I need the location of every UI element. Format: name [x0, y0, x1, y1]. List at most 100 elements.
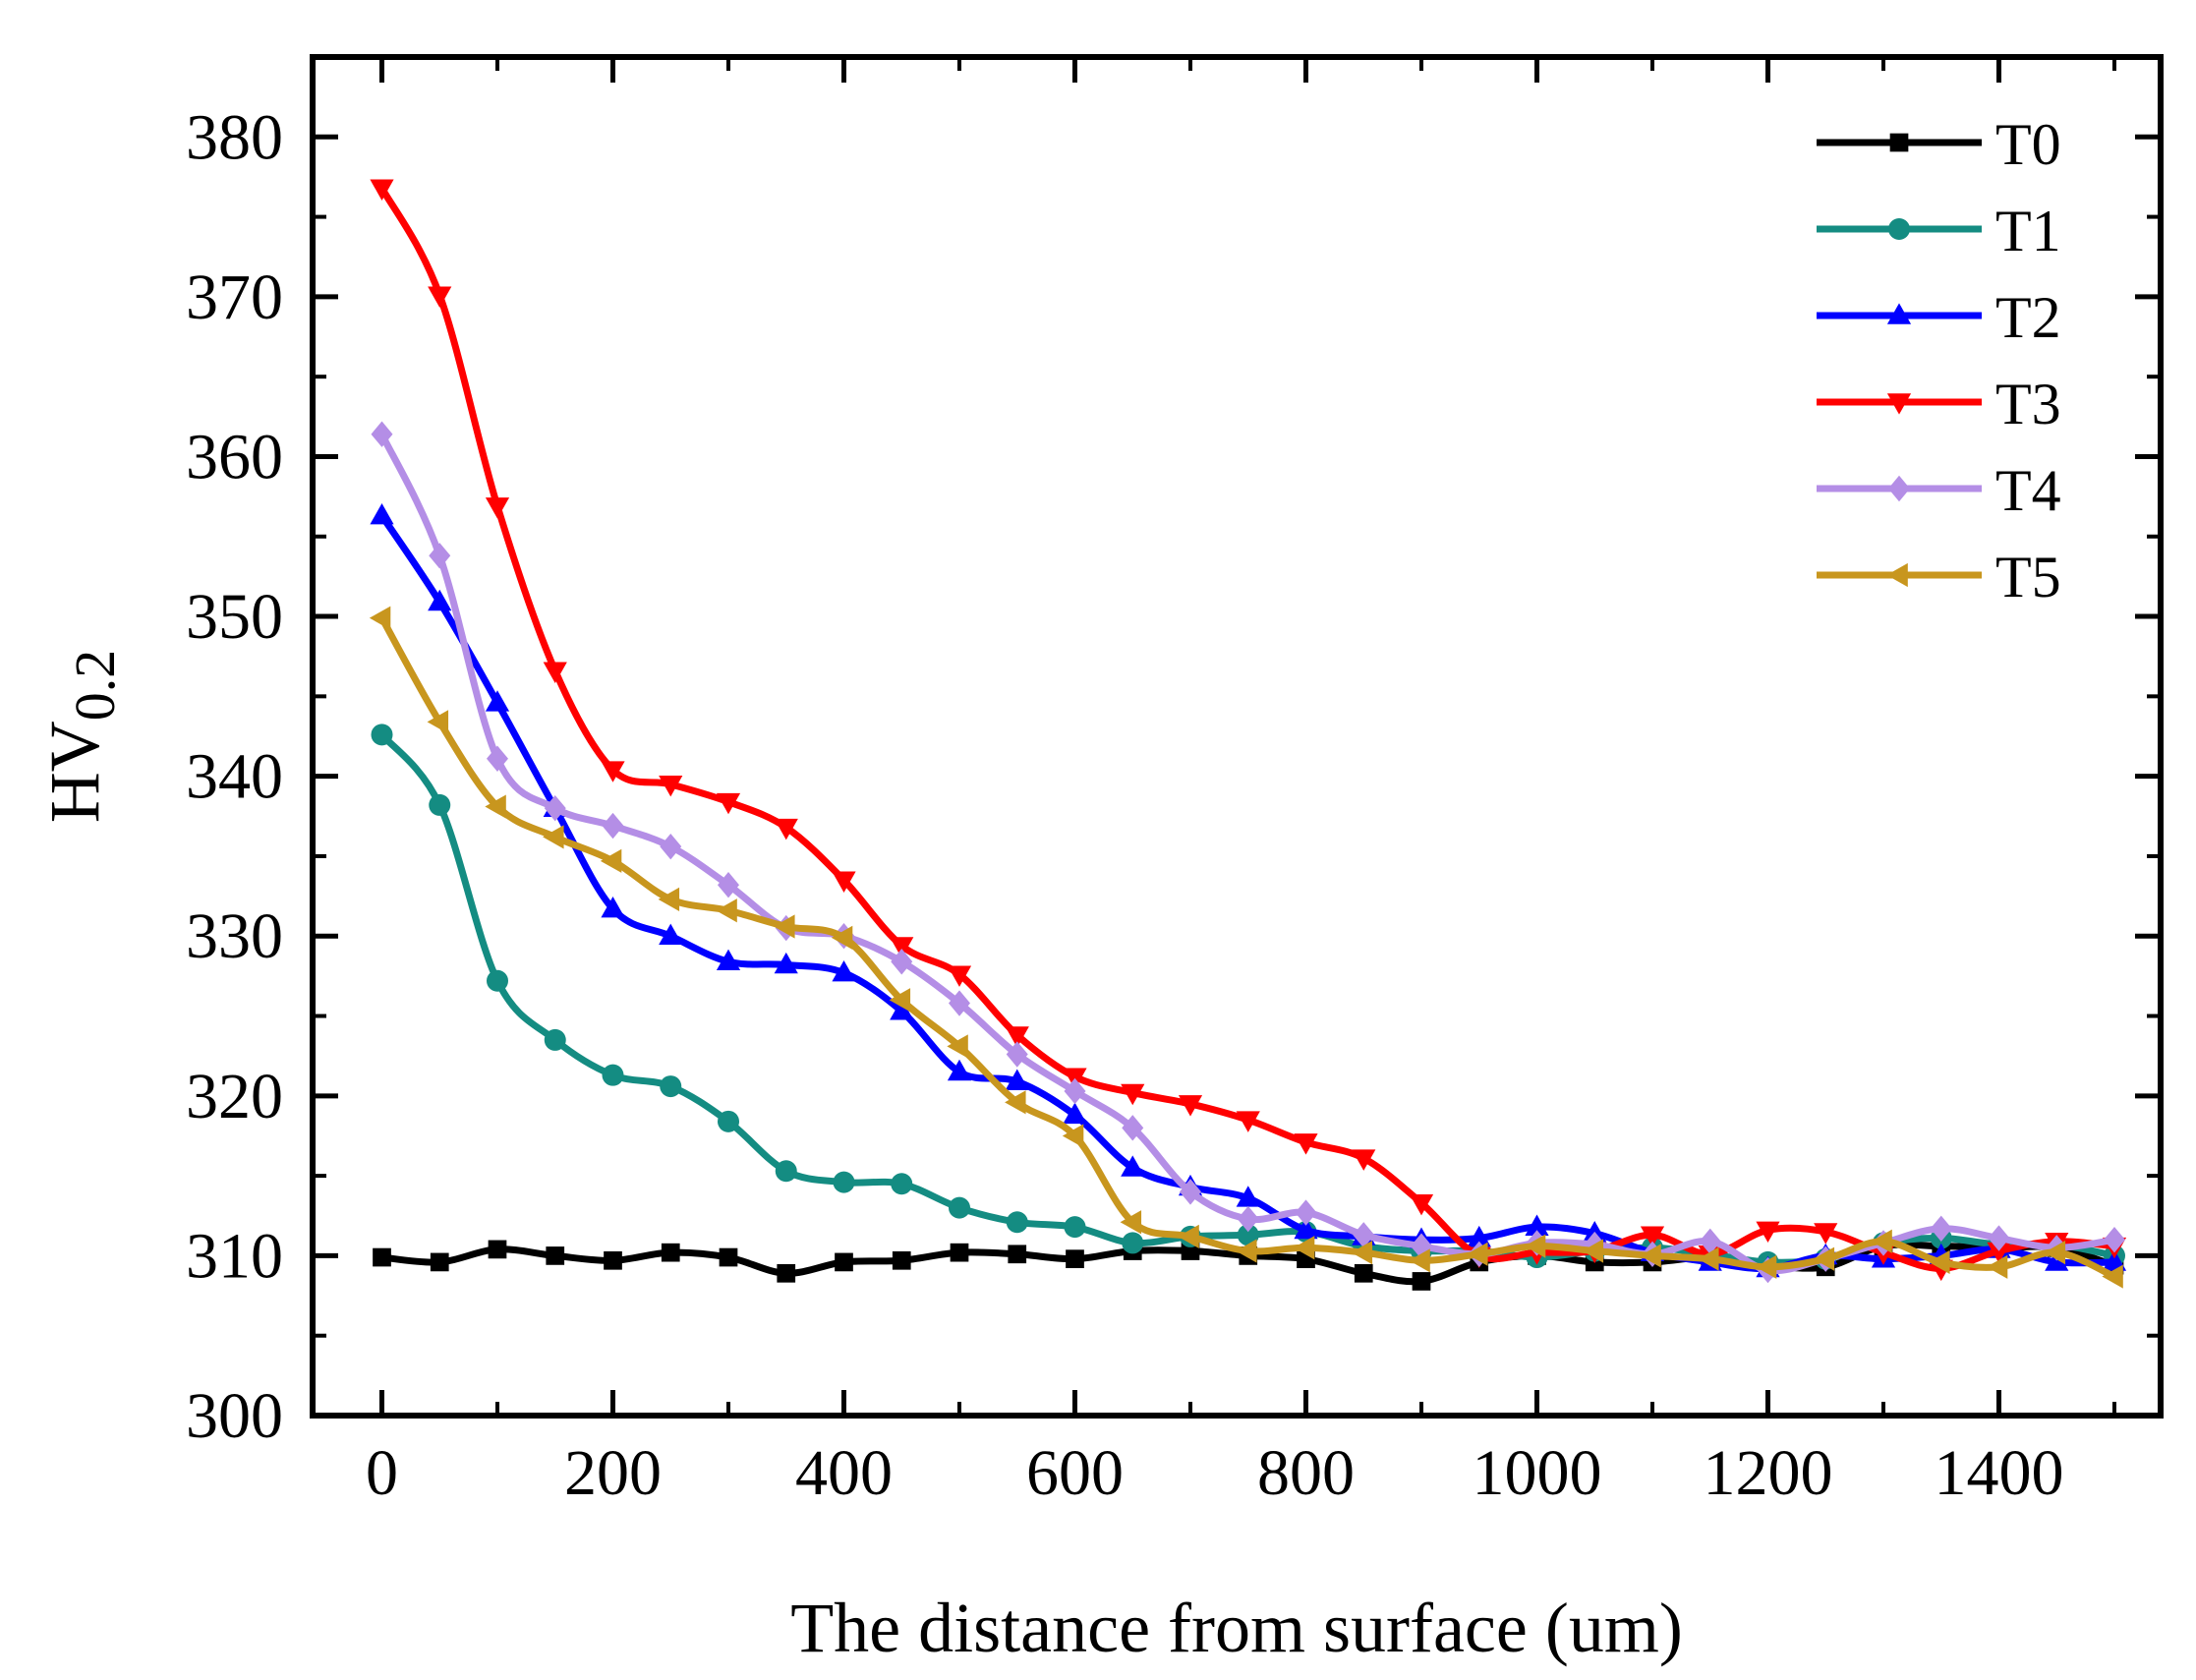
x-tick-label: 0 [366, 1437, 398, 1509]
data-point-t5 [831, 925, 853, 950]
data-point-t2 [1525, 1214, 1549, 1236]
y-tick-label: 370 [186, 261, 283, 333]
data-point-t5 [1640, 1244, 1661, 1268]
data-point-t5 [1871, 1229, 1892, 1253]
data-point-t5 [485, 794, 506, 819]
legend-item-t2: T2 [1817, 285, 2061, 350]
legend-item-t1: T1 [1817, 199, 2061, 263]
data-point-t2 [485, 690, 510, 712]
data-point-t3 [1005, 1026, 1029, 1048]
y-axis-title-subscript: 0.2 [63, 650, 127, 722]
data-point-t2 [2102, 1249, 2127, 1271]
series-t2 [370, 502, 2127, 1278]
data-point-t1 [891, 1173, 913, 1195]
y-tick-label: 330 [186, 900, 283, 972]
series-line-t4 [378, 433, 2115, 1275]
data-point-t0 [835, 1252, 853, 1272]
data-point-t2 [832, 959, 856, 982]
data-point-t2 [659, 923, 683, 946]
data-point-t5 [1005, 1090, 1026, 1115]
data-point-t0 [604, 1250, 622, 1270]
x-tick-label: 200 [564, 1437, 662, 1509]
data-point-t2 [1063, 1102, 1087, 1125]
data-point-t5 [716, 898, 737, 923]
data-point-t2 [716, 949, 741, 971]
data-point-t0 [719, 1247, 738, 1267]
data-point-t3 [1178, 1095, 1203, 1117]
data-point-t1 [429, 793, 451, 816]
data-point-t1 [487, 969, 508, 992]
data-point-t2 [601, 896, 625, 918]
data-point-t3 [947, 965, 972, 987]
data-point-t2 [1294, 1217, 1318, 1240]
data-point-t0 [661, 1243, 680, 1262]
data-point-t5 [1582, 1239, 1604, 1263]
data-point-t5 [658, 887, 680, 911]
data-point-t1 [544, 1028, 566, 1051]
legend-label-t4: T4 [1995, 458, 2061, 523]
data-point-t5 [947, 1034, 968, 1059]
data-point-t5 [1351, 1241, 1373, 1265]
y-tick-label: 380 [186, 101, 283, 173]
legend-item-t3: T3 [1817, 372, 2061, 436]
y-axis-title-main: HV [35, 721, 114, 823]
x-axis-title: The distance from surface (um) [790, 1589, 1683, 1667]
legend-label-t0: T0 [1995, 112, 2061, 177]
data-point-t3 [1294, 1133, 1318, 1155]
axis-ticks [313, 57, 2161, 1419]
data-point-t5 [1524, 1234, 1546, 1258]
data-point-t5 [543, 825, 564, 849]
legend: T0 T1 T2 T3 T4 T5 [1817, 112, 2061, 609]
data-point-t4 [1006, 1041, 1028, 1068]
data-point-t2 [1583, 1220, 1607, 1243]
data-point-t4 [949, 990, 970, 1016]
y-tick-label: 310 [186, 1220, 283, 1292]
data-point-t3 [1352, 1149, 1376, 1171]
data-point-t4 [891, 949, 913, 975]
data-point-t3 [1987, 1242, 2011, 1264]
y-tick-label: 300 [186, 1380, 283, 1452]
data-point-t4 [1930, 1215, 1952, 1242]
legend-marker-t1 [1888, 218, 1910, 240]
data-point-t3 [1814, 1223, 1838, 1245]
data-point-t4 [1122, 1115, 1144, 1141]
data-point-t3 [1756, 1221, 1780, 1244]
y-axis-title: HV0.2 [35, 650, 127, 824]
legend-marker-t0 [1889, 133, 1909, 152]
data-point-t5 [600, 848, 622, 873]
data-point-t5 [1755, 1254, 1777, 1279]
data-point-t5 [889, 988, 911, 1013]
data-point-t4 [660, 833, 682, 860]
data-point-t3 [716, 792, 741, 815]
data-point-t4 [2104, 1226, 2125, 1253]
data-point-t2 [1236, 1186, 1260, 1207]
data-point-t0 [373, 1247, 391, 1267]
data-point-t4 [1064, 1077, 1086, 1105]
data-point-t5 [1409, 1248, 1430, 1273]
legend-marker-t3 [1886, 393, 1912, 415]
legend-item-t4: T4 [1817, 458, 2061, 523]
data-point-t1 [775, 1160, 797, 1183]
x-tick-label: 1000 [1473, 1437, 1602, 1509]
series-line-t1 [378, 732, 2115, 1266]
series-line-t2 [378, 513, 2115, 1273]
legend-label-t2: T2 [1995, 285, 2061, 350]
data-point-t0 [1008, 1245, 1027, 1264]
data-point-t0 [1412, 1272, 1431, 1291]
data-point-t5 [1698, 1246, 1719, 1271]
series-layer [369, 179, 2127, 1291]
data-point-t5 [1120, 1210, 1142, 1235]
data-point-t4 [602, 812, 624, 840]
data-point-t5 [1929, 1249, 1950, 1275]
data-point-t5 [1236, 1239, 1257, 1263]
legend-label-t1: T1 [1995, 199, 2061, 263]
data-point-t0 [430, 1252, 449, 1272]
legend-marker-t5 [1886, 562, 1908, 588]
x-axis-tick-labels: 0 200 400 600 800 1000 1200 1400 [366, 1437, 2064, 1509]
data-point-t0 [777, 1263, 796, 1283]
data-point-t3 [1640, 1226, 1665, 1247]
data-point-t4 [1180, 1179, 1201, 1205]
data-point-t3 [1121, 1083, 1145, 1106]
data-point-t0 [950, 1243, 969, 1262]
y-tick-label: 320 [186, 1061, 283, 1132]
